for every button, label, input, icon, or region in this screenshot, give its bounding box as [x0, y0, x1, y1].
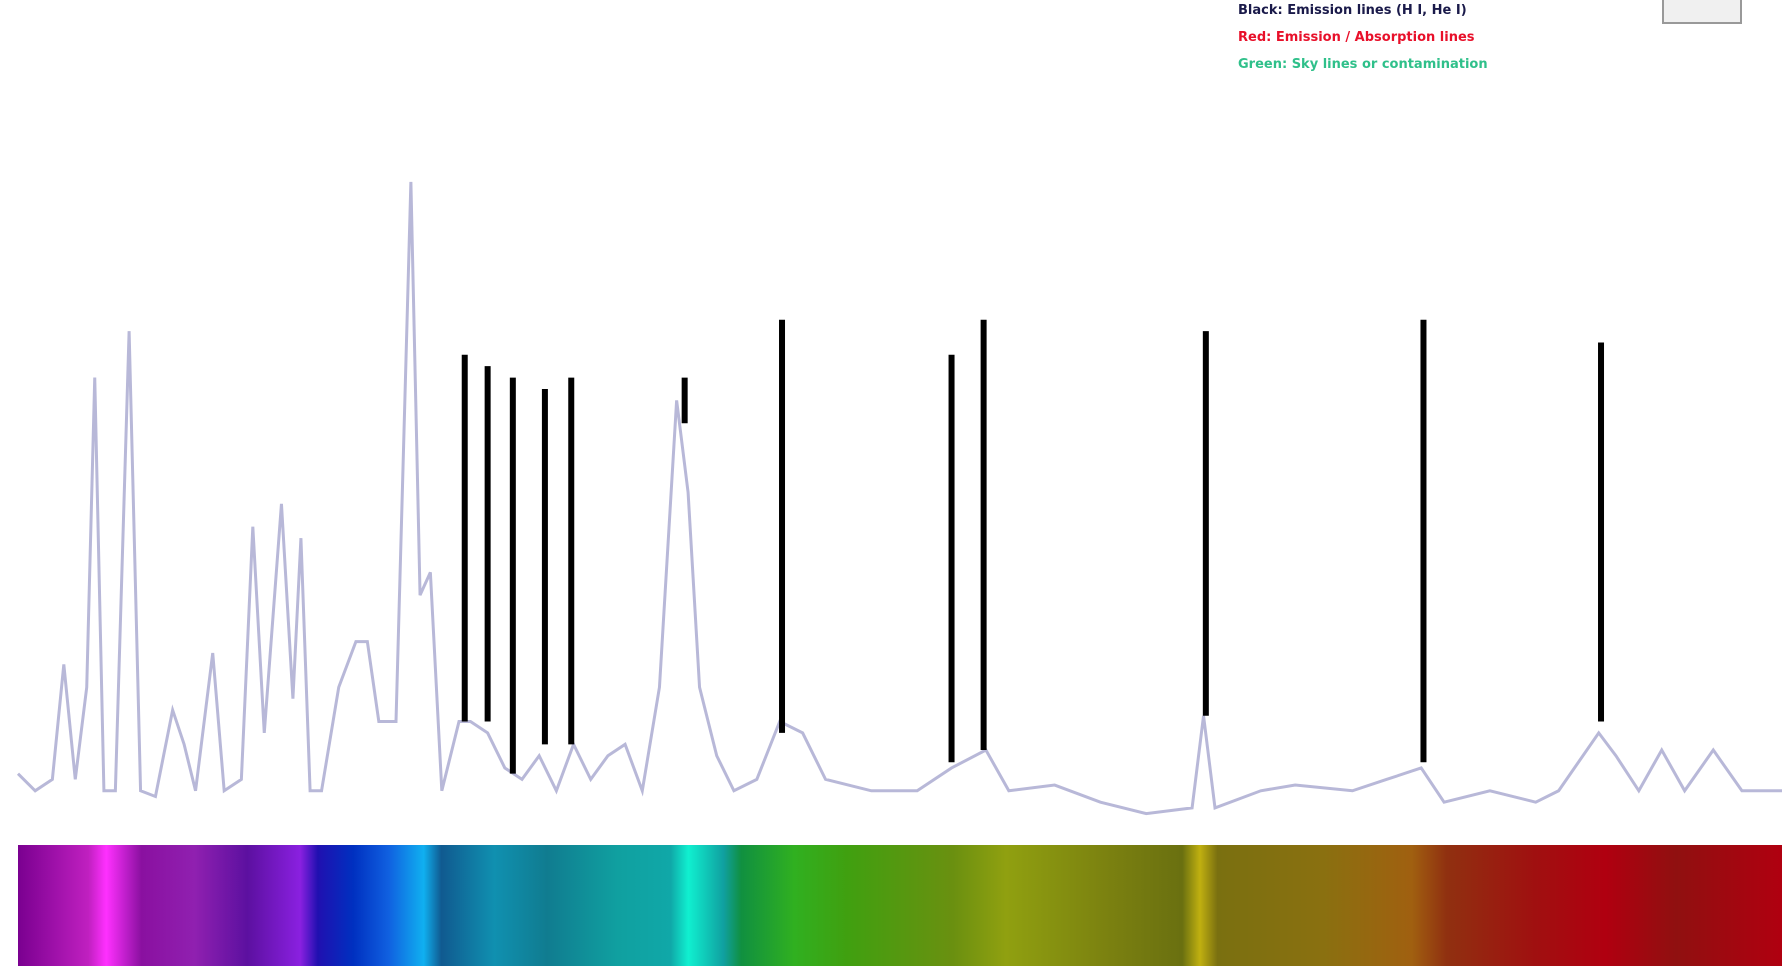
- chart: Black: Emission lines (H I, He I) Red: Em…: [0, 0, 1787, 845]
- legend-entry: Black: Emission lines (H I, He I): [1238, 3, 1467, 18]
- spectrum-line: [18, 182, 1782, 814]
- spectrum-viewer: Black: Emission lines (H I, He I) Red: Em…: [0, 0, 1787, 966]
- color-bar: [18, 845, 1782, 966]
- legend-entry: Red: Emission / Absorption lines: [1238, 30, 1475, 45]
- legend-entry: Green: Sky lines or contamination: [1238, 57, 1488, 72]
